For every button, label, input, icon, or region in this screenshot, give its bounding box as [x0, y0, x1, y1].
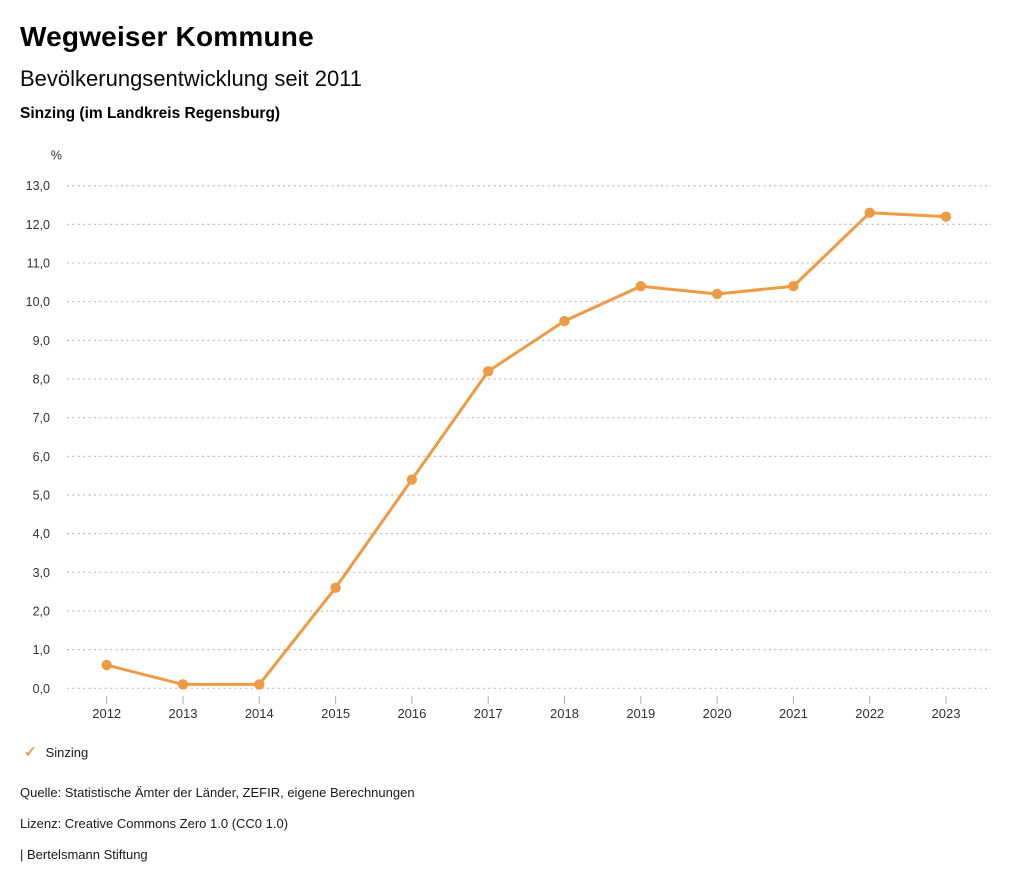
x-axis-label: 2014: [245, 706, 274, 721]
data-point-2022[interactable]: [864, 207, 875, 218]
y-axis-label: 5,0: [33, 489, 50, 503]
attribution-text: | Bertelsmann Stiftung: [20, 847, 148, 862]
data-point-2017[interactable]: [483, 366, 494, 377]
page-title: Wegweiser Kommune: [20, 21, 314, 52]
y-axis-label: 6,0: [33, 450, 50, 464]
data-point-2023[interactable]: [940, 211, 952, 222]
x-axis-label: 2022: [855, 706, 884, 721]
x-axis-label: 2021: [779, 706, 808, 721]
y-axis-label: 3,0: [33, 566, 50, 580]
y-axis-label: 7,0: [33, 411, 50, 425]
data-point-2019[interactable]: [635, 281, 646, 292]
y-axis-label: 1,0: [33, 643, 50, 657]
x-axis-label: 2013: [169, 706, 198, 721]
y-axis-label: 11,0: [27, 257, 50, 271]
data-point-2020[interactable]: [711, 288, 723, 300]
x-axis-label: 2018: [550, 706, 579, 721]
x-axis-label: 2015: [321, 706, 350, 721]
chart-title: Bevölkerungsentwicklung seit 2011: [20, 66, 363, 91]
data-point-2013[interactable]: [177, 679, 189, 690]
series-line-sinzing: [106, 211, 947, 686]
data-point-2018[interactable]: [559, 315, 570, 327]
x-axis-label: 2012: [92, 706, 121, 721]
data-point-2015[interactable]: [330, 582, 341, 593]
x-axis-label: 2019: [626, 706, 655, 721]
legend-item-sinzing[interactable]: ✓ Sinzing: [24, 745, 88, 760]
data-point-2021[interactable]: [788, 281, 799, 292]
y-axis-label: 10,0: [26, 295, 50, 309]
y-axis-label: 0,0: [33, 682, 50, 696]
y-axis-label: 13,0: [26, 179, 50, 193]
y-axis-label: 8,0: [33, 373, 50, 387]
line-chart: % 0,0 1,0 2,0 3,0 4,0 5,0 6,0 7,0 8,0 9,0 10,0 11,0 1…: [26, 149, 991, 721]
data-point-2016[interactable]: [406, 474, 418, 485]
x-axis-label: 2016: [397, 706, 426, 721]
data-point-2012[interactable]: [101, 659, 112, 671]
check-icon: ✓: [24, 744, 37, 761]
license-text: Lizenz: Creative Commons Zero 1.0 (CC0 1…: [20, 816, 289, 831]
x-axis-label: 2017: [474, 706, 503, 721]
y-axis-unit-label: %: [51, 149, 62, 163]
y-axis-label: 12,0: [26, 218, 50, 232]
source-text: Quelle: Statistische Ämter der Länder, Z…: [20, 785, 415, 800]
y-axis-label: 9,0: [33, 334, 50, 348]
legend-label: Sinzing: [45, 745, 89, 760]
x-axis-label: 2023: [932, 706, 961, 721]
x-axis-label: 2020: [703, 706, 732, 721]
y-axis-label: 4,0: [33, 527, 50, 541]
y-axis-label: 2,0: [33, 604, 50, 618]
data-point-2014[interactable]: [254, 679, 265, 690]
chart-region-subtitle: Sinzing (im Landkreis Regensburg): [20, 105, 281, 122]
